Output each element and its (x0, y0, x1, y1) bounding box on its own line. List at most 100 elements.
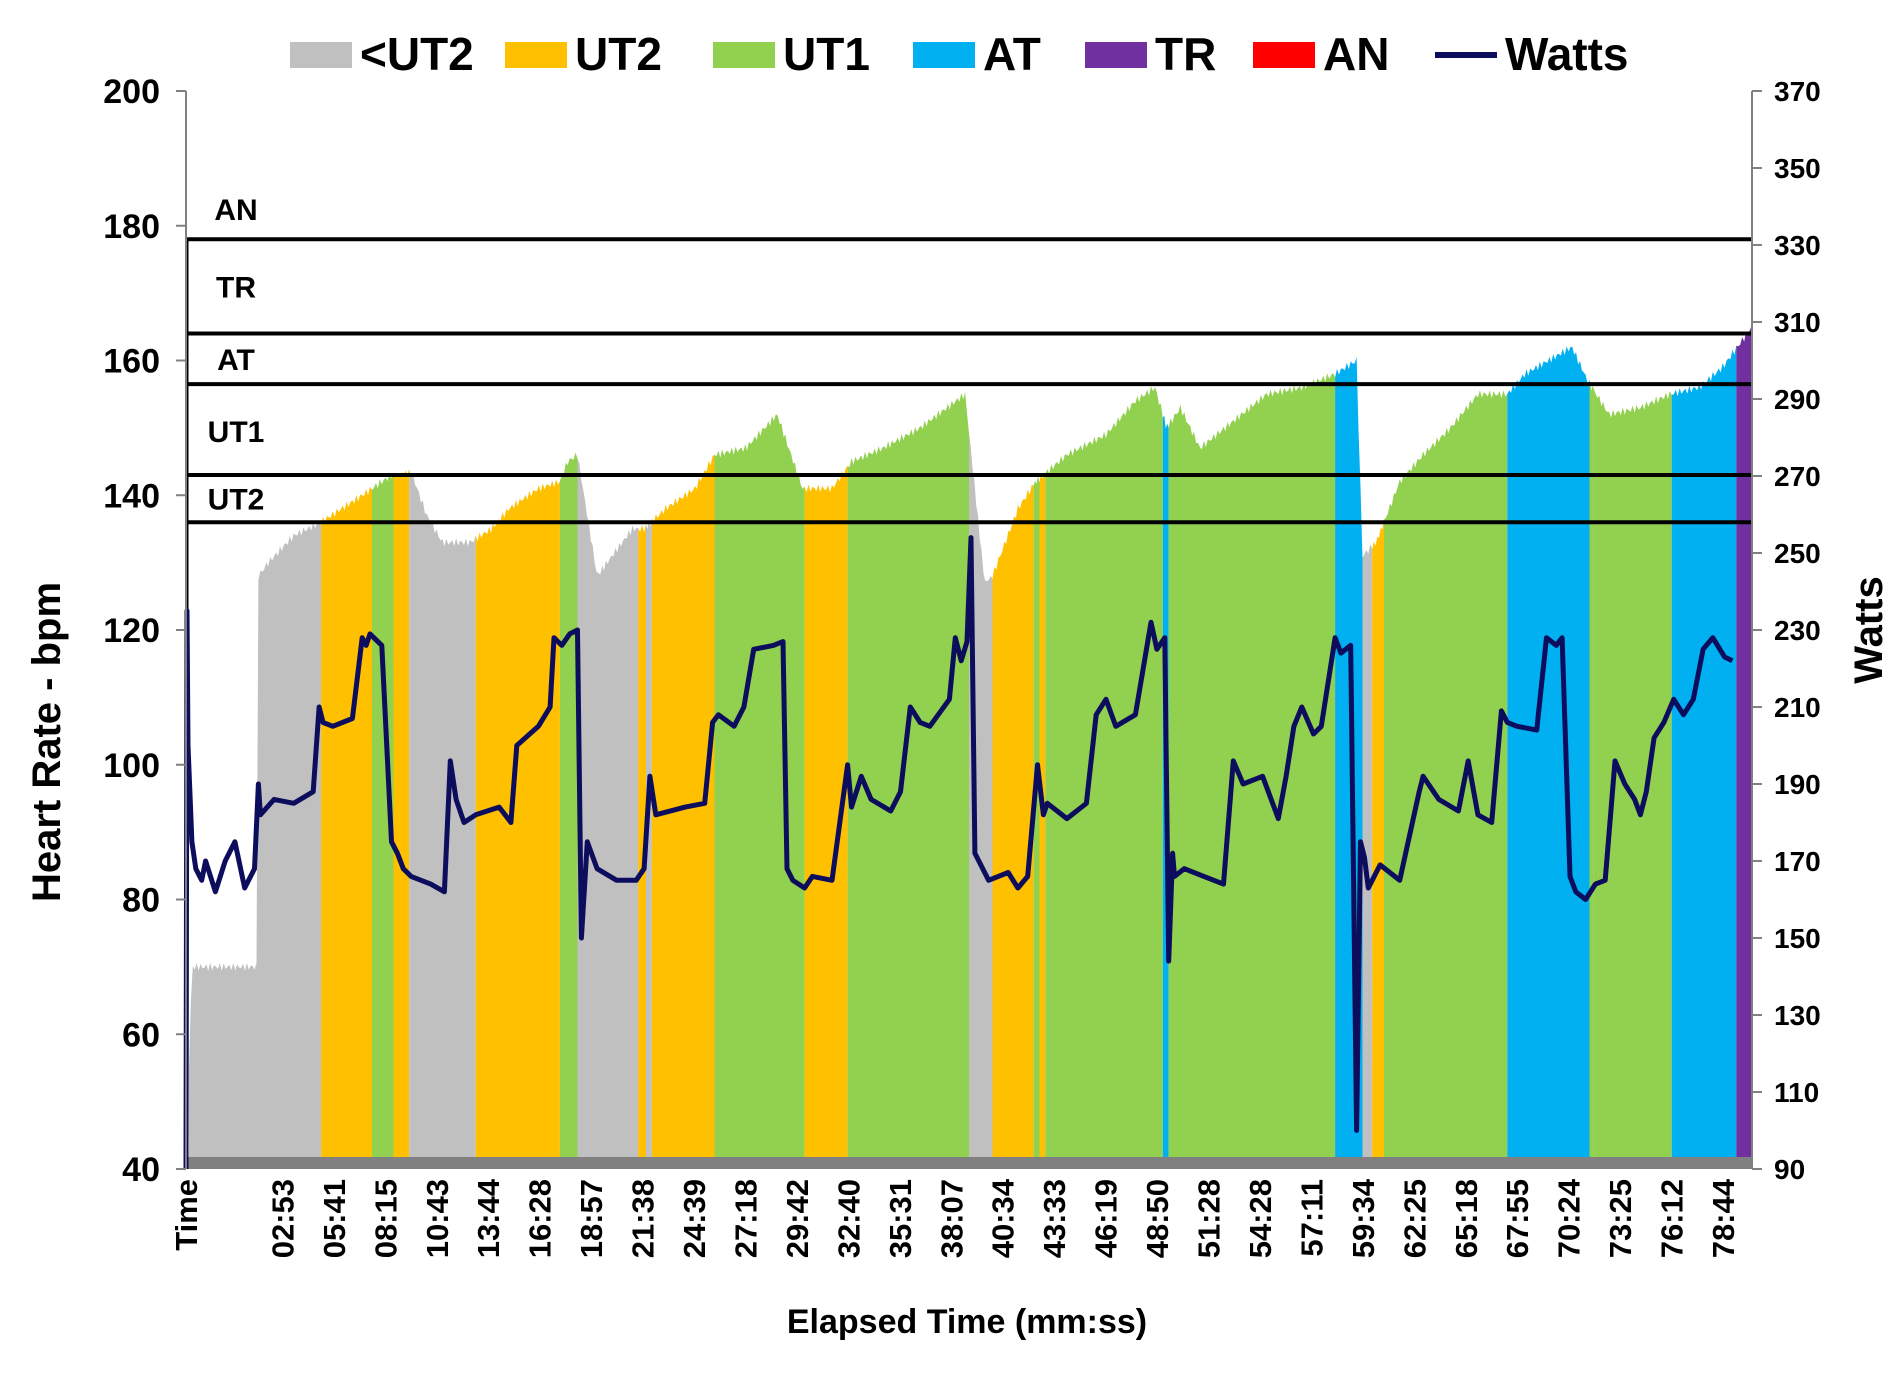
x-tick-label: 67:55 (1500, 1179, 1535, 1258)
legend-swatch (1253, 42, 1315, 68)
x-tick-label: 10:43 (420, 1179, 455, 1258)
legend-label: TR (1155, 28, 1216, 80)
y2-tick-label: 210 (1774, 692, 1821, 723)
y2-tick-label: 250 (1774, 538, 1821, 569)
watts-line (183, 535, 1734, 1170)
legend-label: UT1 (783, 28, 870, 80)
zone-area (646, 518, 652, 1169)
zone-area (638, 524, 646, 1169)
zone-threshold-lines: UT2 UT1 AT TR AN (185, 194, 1752, 1169)
x-tick-label: 18:57 (574, 1179, 609, 1258)
y2-tick-label: 350 (1774, 153, 1821, 184)
zone-area (1372, 519, 1384, 1169)
y-tick-label: 200 (103, 73, 160, 111)
x-tick-label: 35:31 (883, 1179, 918, 1258)
x-tick-label: 02:53 (265, 1179, 300, 1258)
zone-area (714, 414, 805, 1169)
legend-swatch (713, 42, 775, 68)
zone-area (1593, 387, 1672, 1169)
x-tick-label: 43:33 (1037, 1179, 1072, 1258)
zone-area (1507, 346, 1590, 1169)
zone-area (969, 433, 993, 1169)
zone-area (577, 458, 639, 1169)
zone-area (321, 486, 372, 1169)
x-tick-label: 59:34 (1346, 1178, 1381, 1258)
legend-swatch (1085, 42, 1147, 68)
x-tick-label: 57:11 (1294, 1179, 1329, 1257)
x-axis-band (186, 1157, 1752, 1169)
y-tick-label: 40 (122, 1151, 160, 1189)
y2-tick-label: 170 (1774, 846, 1821, 877)
zone-area (804, 466, 848, 1169)
legend-swatch (913, 42, 975, 68)
y-tick-label: 80 (122, 882, 160, 920)
zone-area (1384, 390, 1508, 1170)
zone-label-tr: TR (216, 271, 256, 304)
x-axis-label: Elapsed Time (mm:ss) (787, 1303, 1147, 1341)
y-tick-label: 60 (122, 1016, 160, 1054)
legend-label: UT2 (575, 28, 662, 80)
x-tick-label: 38:07 (934, 1179, 969, 1258)
zone-area (256, 522, 322, 1169)
zone-label-ut1: UT1 (208, 416, 265, 449)
x-tick-label: 65:18 (1449, 1179, 1484, 1258)
zone-area (992, 485, 1034, 1169)
y2-tick-label: 310 (1774, 307, 1821, 338)
zone-area (1168, 372, 1336, 1169)
legend-swatch (290, 42, 352, 68)
y2-tick-label: 150 (1774, 923, 1821, 954)
watts-series (183, 535, 1734, 1170)
y2-axis-label: Watts (1847, 576, 1891, 683)
x-tick-label: 62:25 (1397, 1179, 1432, 1258)
zone-area (475, 479, 560, 1169)
y-axis-label: Heart Rate - bpm (25, 582, 69, 902)
zone-area (651, 454, 715, 1169)
y2-tick-label: 370 (1774, 76, 1821, 107)
x-tick-label: 27:18 (729, 1179, 764, 1258)
axes: 40 60 80 100 120 140 160 180 200 90 110 130 150 170 19… (103, 73, 1820, 1258)
y-tick-label: 160 (103, 343, 160, 381)
zone-area (393, 469, 410, 1169)
x-tick-label: 48:50 (1140, 1179, 1175, 1258)
x-tick-label: 70:24 (1552, 1178, 1587, 1258)
y2-tick-label: 290 (1774, 384, 1821, 415)
y-tick-label: 140 (103, 477, 160, 515)
legend-swatch (505, 42, 567, 68)
zone-label-an: AN (214, 194, 257, 227)
zone-area (1589, 379, 1594, 1169)
zone-area (1039, 472, 1046, 1169)
x-tick-label: 32:40 (831, 1179, 866, 1258)
legend-label: <UT2 (360, 28, 474, 80)
zone-area (1045, 386, 1163, 1169)
y2-tick-label: 110 (1774, 1077, 1819, 1108)
zone-area (559, 452, 578, 1169)
zone-label-ut2: UT2 (208, 484, 265, 517)
x-tick-label: 13:44 (471, 1178, 506, 1258)
zone-label-at: AT (217, 344, 255, 377)
y-tick-label: 180 (103, 208, 160, 246)
y2-tick-label: 190 (1774, 769, 1821, 800)
zone-area (1671, 345, 1737, 1169)
x-tick-label: 73:25 (1603, 1179, 1638, 1258)
legend-label: Watts (1505, 28, 1629, 80)
x-tick-label: 78:44 (1706, 1178, 1741, 1258)
zone-area (847, 392, 969, 1169)
x-tick-label: 51:28 (1192, 1179, 1227, 1258)
heart-rate-zone-areas (186, 324, 1752, 1170)
zone-area (409, 469, 476, 1169)
zone-area (1033, 475, 1040, 1169)
y2-tick-label: 270 (1774, 461, 1821, 492)
legend-label: AT (983, 28, 1041, 80)
x-tick-label: 21:38 (626, 1179, 661, 1258)
x-tick-label: 24:39 (677, 1179, 712, 1258)
y2-tick-label: 130 (1774, 1000, 1821, 1031)
x-tick-label: 29:42 (780, 1179, 815, 1258)
x-tick-label: 46:19 (1089, 1179, 1124, 1258)
x-tick-label: 76:12 (1655, 1179, 1690, 1258)
x-tick-label: 08:15 (368, 1179, 403, 1258)
y2-tick-label: 90 (1774, 1154, 1805, 1185)
y2-tick-label: 230 (1774, 615, 1821, 646)
zone-area (188, 962, 257, 1169)
legend-label: AN (1323, 28, 1389, 80)
